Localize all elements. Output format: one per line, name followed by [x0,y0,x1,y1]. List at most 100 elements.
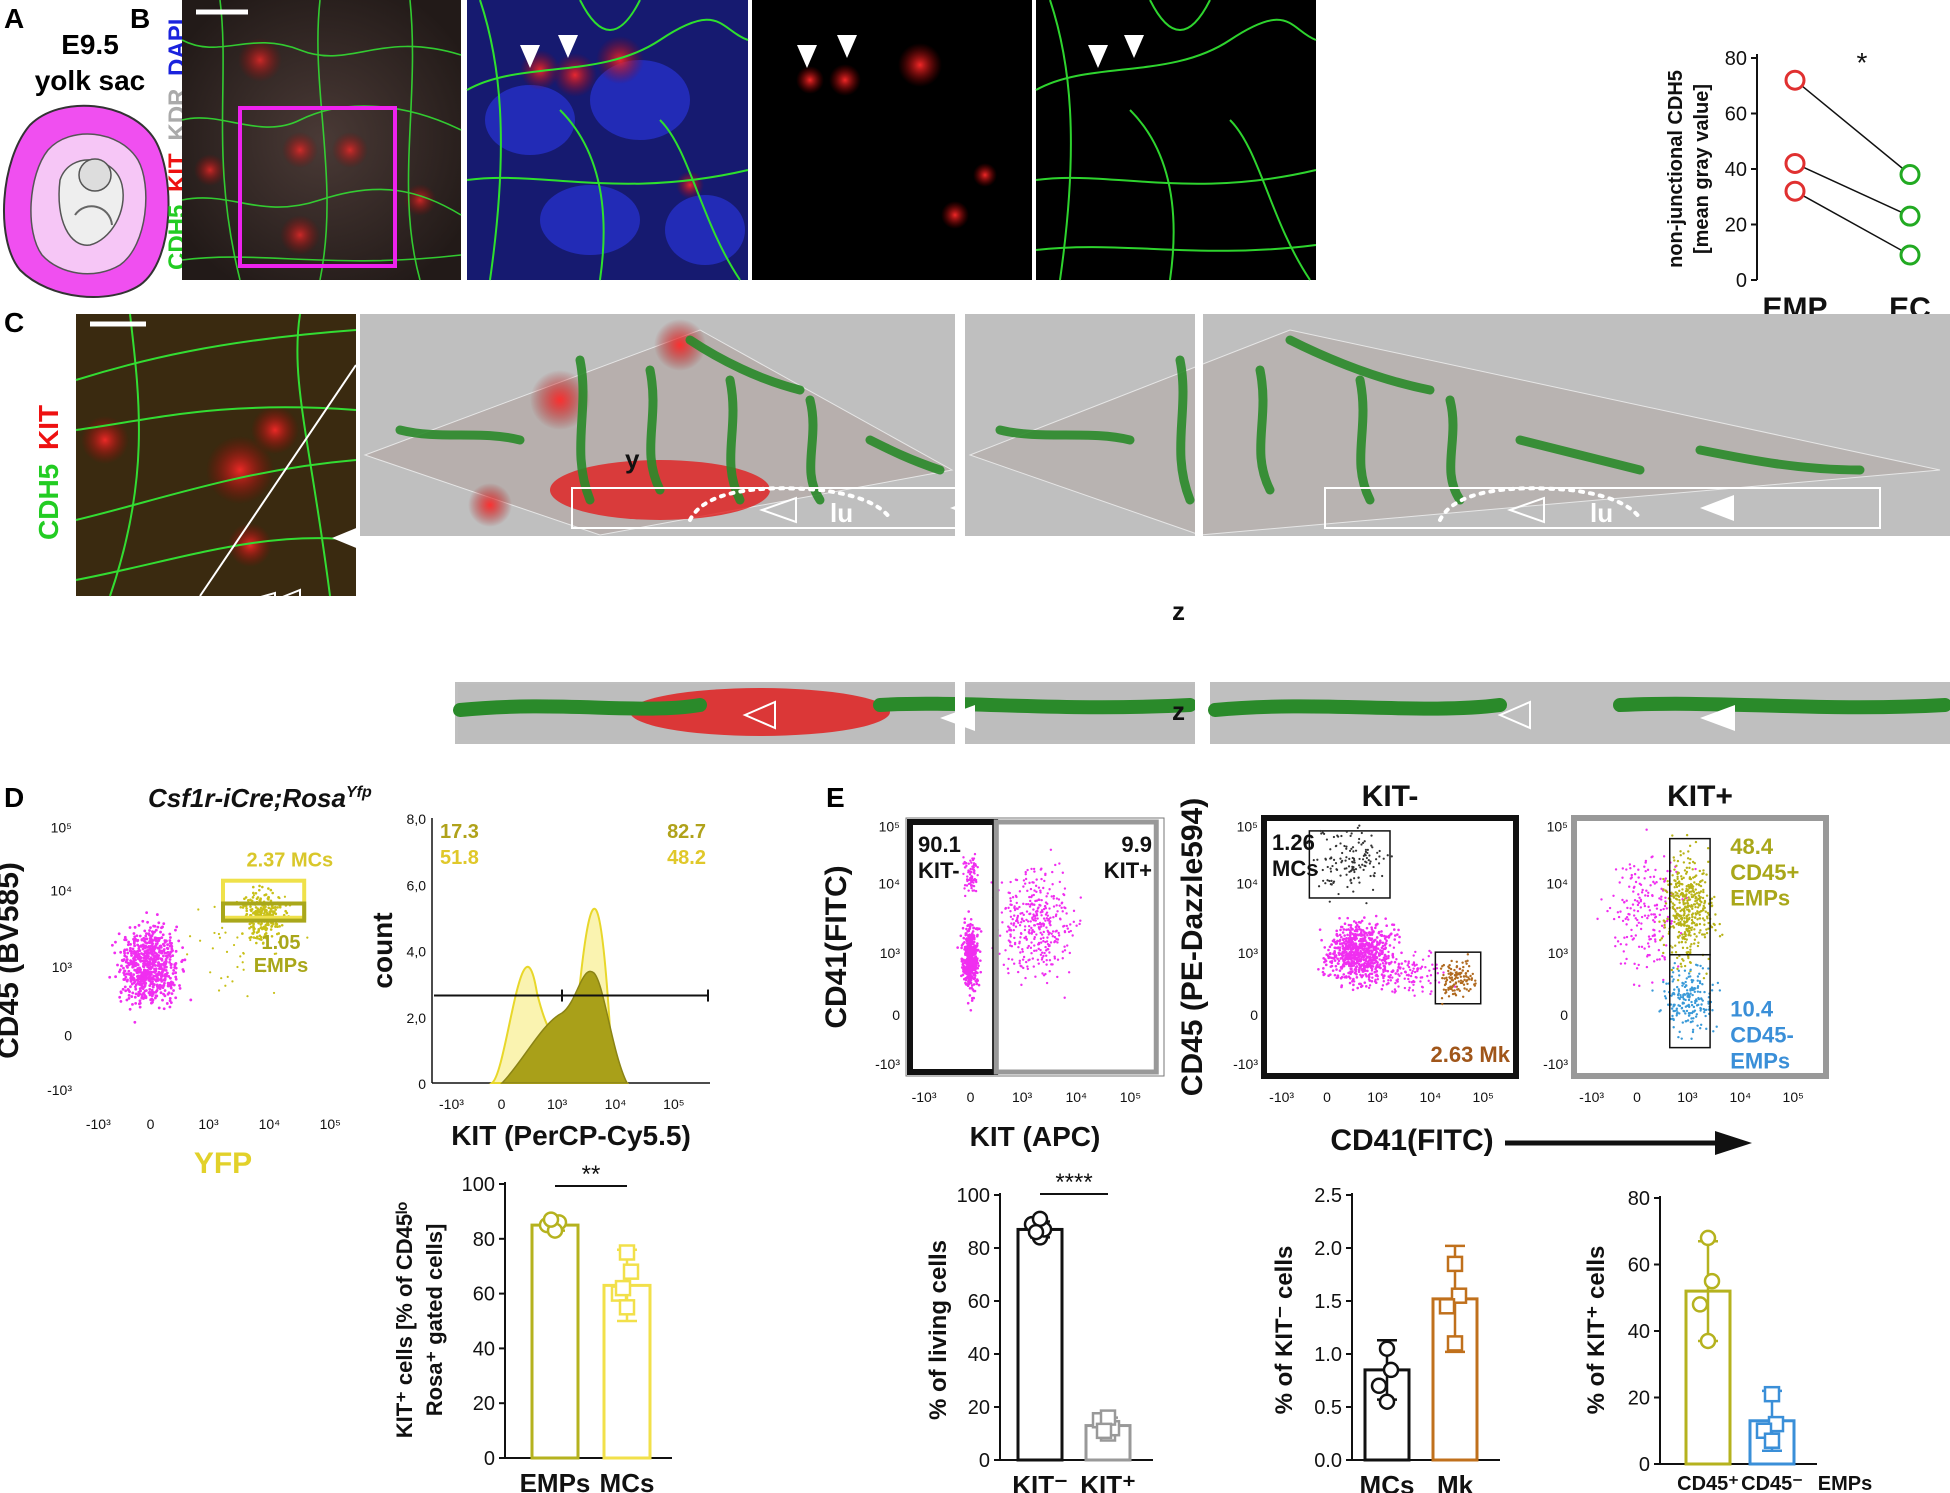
e3-cd45pos-event [1691,912,1695,915]
flow-d-event [163,940,167,944]
e2-mcs-event [1386,854,1389,857]
flow-d-yfp-event [251,891,255,895]
e3-cd45pos-event [1660,937,1664,940]
e2-event [1383,959,1387,963]
flow-d-event [167,991,171,995]
flow-d-event [123,969,127,973]
e3-cd45pos-event [1687,913,1690,916]
e1-event-kitpos [1014,878,1018,881]
flow-d-yfp-event [244,904,248,908]
e3-cd45pos-event [1688,861,1691,865]
flow-d-event [150,981,153,985]
e3-cd45pos-event [1702,976,1706,980]
e1-event-kitpos [1022,966,1025,970]
e3-event [1630,934,1633,938]
bar-point [618,1244,636,1261]
e3-event [1643,877,1646,880]
axis-y-label: y [625,444,640,474]
e2-event [1329,960,1332,964]
flow-d-event [177,939,181,943]
e1-event-kitneg [969,950,972,954]
e3-cd45pos-event [1664,889,1667,892]
flow-d-yfp-sparse [249,938,252,942]
e2-mcs-event [1339,842,1342,845]
e1-event-kitpos [1037,926,1041,930]
e3-event [1633,872,1637,876]
e2-mk-event [1451,989,1455,992]
e3-event [1637,876,1640,879]
e2-mk-event [1442,988,1446,991]
e3-cd45pos-event [1673,903,1676,907]
e3-cd45neg-event [1671,1014,1674,1018]
e2-event [1342,928,1346,931]
e2-event [1368,958,1371,962]
flow-d-event [136,963,140,966]
e1-event-kitpos [1044,873,1047,877]
flow-d-event [169,963,173,967]
e2-mk-event [1459,975,1463,978]
e3-cd45pos-event [1674,891,1677,894]
e3-cd45neg-event [1684,1012,1687,1015]
e2-event [1352,920,1356,923]
e1-event-kitpos [1019,951,1022,954]
e1-event-kitpos [1042,907,1046,911]
e3-cd45pos-event [1688,844,1692,848]
flow-d-event [157,970,161,974]
e2-event [1340,975,1344,979]
e1-event-kitneg [974,948,977,952]
flow-d-event [144,934,148,938]
e2-mcs-event [1356,826,1359,829]
e1-event-kitpos [1040,925,1043,928]
flow-d-yfp-sparse [199,939,202,942]
flow-d-event [135,934,139,938]
e1-event-kitpos [1022,913,1025,917]
flow-d-yfp-sparse [254,936,257,940]
flow-d-event [162,944,166,948]
e3-cd45pos-event [1691,885,1695,888]
e1-event-kitpos [1031,957,1035,960]
flow-d-yfp-event [245,909,249,913]
e2-mk-event [1455,971,1458,974]
e2-event [1330,943,1333,946]
e3-cd45pos-event [1710,901,1713,905]
e3-cd45pos-event [1699,890,1703,893]
e2-event [1367,936,1371,940]
e3-cd45pos-event [1663,920,1666,923]
e3-cd45neg-event [1699,1027,1702,1030]
e1-event-kitneg [966,924,969,928]
e3-cd45pos-event [1703,881,1707,884]
e1-event-kitneg [967,982,971,986]
e2-event-tail [1432,967,1435,971]
flow-d-yfp-event [258,899,262,902]
e2-event [1361,974,1365,977]
e2-event [1369,946,1373,949]
flow-d-event [113,951,117,955]
e3-event [1625,915,1629,919]
e3-event [1630,928,1633,932]
e2-event-tail [1352,980,1356,983]
gate-emps-label: EMPs [254,955,308,977]
e3-title: KIT+ [1667,780,1733,813]
e1-event-kitpos [1046,892,1049,895]
e3-cd45pos-event [1691,895,1694,899]
e1-event-kitpos [1019,936,1022,939]
e1-event-kitpos [1010,922,1013,925]
e3-event [1625,957,1628,961]
e1-event-kitneg [975,982,979,986]
e2-event-tail [1379,963,1382,966]
flow-d-event [148,940,152,943]
e2-event [1386,969,1390,973]
bar-point [1703,1272,1721,1290]
e3-cd45neg-event [1699,964,1702,968]
e2-event [1374,926,1377,930]
e2-mcs-event [1365,861,1368,864]
e2-event-tail [1420,965,1424,968]
flow-d-yfp-sparse [226,975,229,978]
e3-cd45pos-event [1686,899,1689,902]
e2-event [1393,960,1397,964]
flow-d-yfp-event [245,907,248,910]
flow-d-event [135,950,138,954]
e2-mk-event [1455,960,1459,963]
e3-cd45pos-event [1682,876,1685,880]
flow-d-event [142,959,146,963]
